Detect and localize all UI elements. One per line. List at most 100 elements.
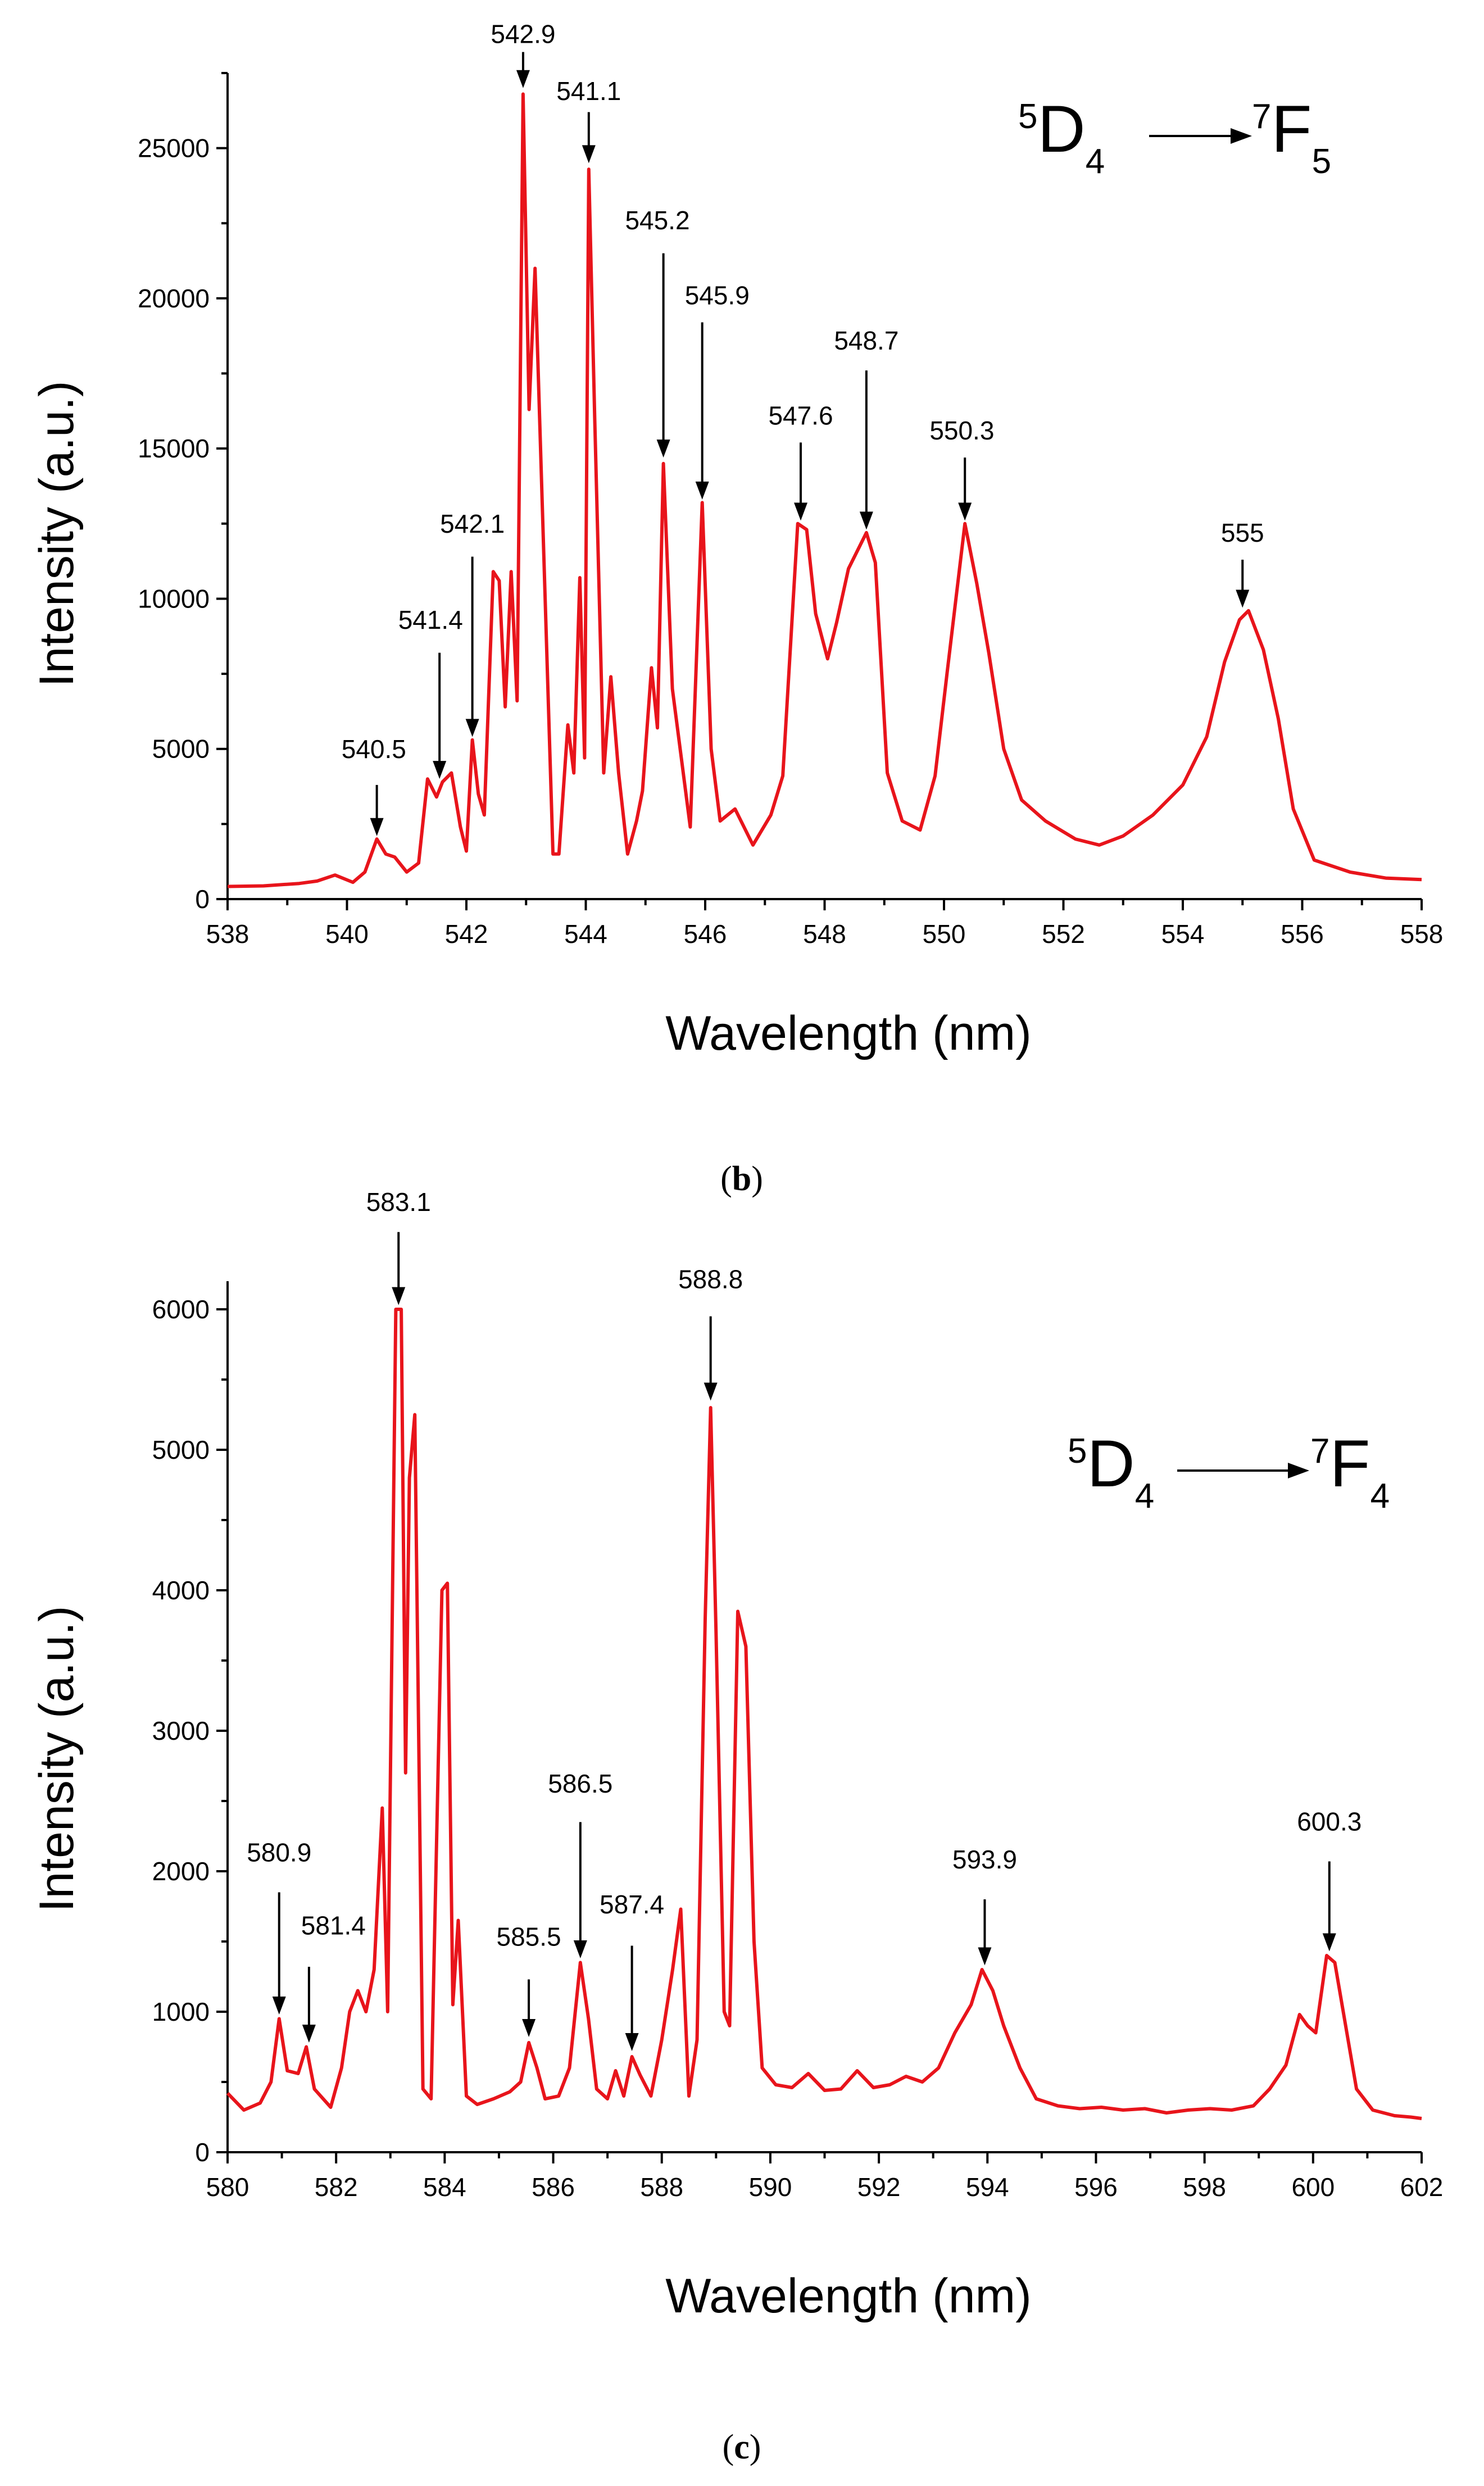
panel-b-x-tick-label: 540 <box>325 919 369 949</box>
panel-b-annotation-label: 542.1 <box>440 509 505 538</box>
panel-c-caption: (c) <box>723 2428 761 2466</box>
panel-b-annotation-arrowhead <box>516 70 530 88</box>
panel-c-xlabel: Wavelength (nm) <box>665 2269 1032 2323</box>
panel-b-annotation-label: 541.4 <box>398 605 463 634</box>
svg-text:5D4: 5D4 <box>1068 1427 1154 1516</box>
panel-b-y-tick-label: 5000 <box>152 734 210 764</box>
panel-b-xlabel: Wavelength (nm) <box>665 1006 1032 1060</box>
panel-b-annotation-arrowhead <box>656 439 670 458</box>
panel-c-transition-upper-sup: 5 <box>1068 1432 1087 1471</box>
panel-c-annotation-label: 585.5 <box>497 1922 561 1952</box>
panel-c-chart: Intensity (a.u.) Wavelength (nm) 5D4 7F4… <box>30 1187 1443 2466</box>
panel-b-annotation-label: 548.7 <box>834 326 898 355</box>
svg-text:7F4: 7F4 <box>1310 1427 1390 1516</box>
panel-c-transition-upper-sub: 4 <box>1135 1477 1154 1516</box>
panel-b-transition-arrowhead <box>1231 128 1252 144</box>
panel-b-caption: (b) <box>720 1160 763 1198</box>
panel-b-transition-upper-sub: 4 <box>1086 142 1105 181</box>
panel-c-x-tick-label: 602 <box>1400 2172 1444 2202</box>
panel-b-y-tick-label: 25000 <box>138 134 210 163</box>
panel-c-transition-lower-sup: 7 <box>1310 1432 1329 1471</box>
panel-c-x-tick-label: 580 <box>206 2172 249 2202</box>
panel-b-y-tick-label: 20000 <box>138 284 210 313</box>
panel-c-x-tick-label: 588 <box>640 2172 683 2202</box>
panel-c-y-tick-label: 5000 <box>152 1435 210 1464</box>
panel-c-x-tick-label: 598 <box>1183 2172 1226 2202</box>
panel-c-annotation-label: 593.9 <box>952 1845 1017 1874</box>
panel-c-x-tick-label: 590 <box>749 2172 792 2202</box>
panel-c-y-tick-label: 2000 <box>152 1857 210 1886</box>
panel-c-annotation-arrowhead <box>573 1940 587 1958</box>
panel-b-annotation-label: 555 <box>1221 518 1264 547</box>
panel-c-y-tick-label: 4000 <box>152 1576 210 1605</box>
panel-b-x-tick-label: 558 <box>1400 919 1444 949</box>
panel-c-y-tick-label: 0 <box>195 2138 210 2167</box>
panel-c-y-tick-label: 3000 <box>152 1716 210 1745</box>
panel-c-annotation-arrowhead <box>302 2025 316 2043</box>
panel-b-annotation-label: 540.5 <box>342 734 406 764</box>
panel-b-annotation-label: 547.6 <box>768 401 833 430</box>
panel-b-transition-lower-sup: 7 <box>1252 97 1271 136</box>
panel-c-transition-lower-sub: 4 <box>1370 1477 1390 1516</box>
panel-b-x-tick-label: 538 <box>206 919 249 949</box>
panel-b-annotation-label: 550.3 <box>929 416 994 445</box>
panel-b-annotation-label: 545.9 <box>685 281 750 310</box>
panel-c-annotation-label: 586.5 <box>548 1769 612 1798</box>
panel-c-annotation-arrowhead <box>625 2033 639 2051</box>
panel-b-y-tick-label: 10000 <box>138 584 210 613</box>
panel-c-annotation-label: 587.4 <box>600 1890 664 1919</box>
panel-b-annotation-label: 542.9 <box>491 20 555 49</box>
panel-c-transition-lower-main: F <box>1329 1427 1370 1501</box>
panel-c-transition-label: 5D4 7F4 <box>1068 1427 1390 1516</box>
panel-c-annotation-label: 581.4 <box>301 1911 366 1940</box>
panel-c-annotation-arrowhead <box>272 1997 286 2015</box>
panel-b-transition-lower-main: F <box>1271 92 1311 166</box>
panel-c-annotation-arrowhead <box>522 2019 536 2037</box>
panel-b-transition-upper-main: D <box>1037 92 1085 166</box>
panel-c-annotation-label: 580.9 <box>247 1838 311 1867</box>
panel-b-annotation-arrowhead <box>465 719 479 737</box>
panel-b-series-line <box>227 92 1422 888</box>
panel-b-ylabel: Intensity (a.u.) <box>30 381 84 687</box>
panel-b-transition-label: 5D4 7F5 <box>1018 92 1331 181</box>
panel-c-x-tick-label: 594 <box>966 2172 1009 2202</box>
panel-b-annotation-arrowhead <box>794 502 807 521</box>
panel-b-transition-lower-sub: 5 <box>1312 142 1331 181</box>
panel-c-ylabel: Intensity (a.u.) <box>30 1606 84 1912</box>
panel-b-annotation-label: 545.2 <box>625 206 689 235</box>
panel-b-x-tick-label: 542 <box>445 919 488 949</box>
panel-c-annotation-label: 600.3 <box>1297 1807 1362 1836</box>
panel-c-x-tick-label: 584 <box>423 2172 466 2202</box>
panel-c-y-tick-label: 6000 <box>152 1295 210 1324</box>
panel-c-x-tick-label: 586 <box>532 2172 575 2202</box>
panel-b-transition-upper-sup: 5 <box>1018 97 1037 136</box>
panel-b-annotation-arrowhead <box>370 818 384 836</box>
panel-b-x-tick-label: 548 <box>803 919 846 949</box>
panel-b-annotation-arrowhead <box>695 482 709 500</box>
panel-c-x-tick-label: 592 <box>857 2172 901 2202</box>
svg-text:5D4: 5D4 <box>1018 92 1105 181</box>
panel-c-transition-arrowhead <box>1288 1463 1309 1478</box>
panel-c-x-tick-label: 600 <box>1291 2172 1335 2202</box>
svg-text:7F5: 7F5 <box>1252 92 1331 181</box>
panel-c-annotation-arrowhead <box>704 1382 718 1401</box>
panel-b-x-tick-label: 550 <box>923 919 966 949</box>
panel-c-transition-upper-main: D <box>1087 1427 1134 1501</box>
panel-b-y-tick-label: 0 <box>195 884 210 914</box>
panel-c-annotation-label: 588.8 <box>678 1265 743 1294</box>
panel-b-annotation-arrowhead <box>1236 589 1250 608</box>
panel-b-annotation-arrowhead <box>859 511 873 530</box>
panel-b-annotation-arrowhead <box>433 761 447 779</box>
panel-b-y-tick-label: 15000 <box>138 434 210 463</box>
panel-c-annotation-arrowhead <box>1322 1933 1336 1952</box>
panel-c-y-tick-label: 1000 <box>152 1997 210 2026</box>
panel-c-series-line <box>226 1308 1422 2120</box>
panel-b-annotation-label: 541.1 <box>556 76 621 106</box>
panel-c-annotation-arrowhead <box>978 1947 992 1966</box>
panel-c-annotation-arrowhead <box>392 1287 406 1305</box>
panel-b-x-tick-label: 554 <box>1161 919 1205 949</box>
panel-b-x-tick-label: 546 <box>684 919 727 949</box>
panel-b-annotation-arrowhead <box>582 145 596 164</box>
panel-b-annotation-arrowhead <box>958 502 972 521</box>
